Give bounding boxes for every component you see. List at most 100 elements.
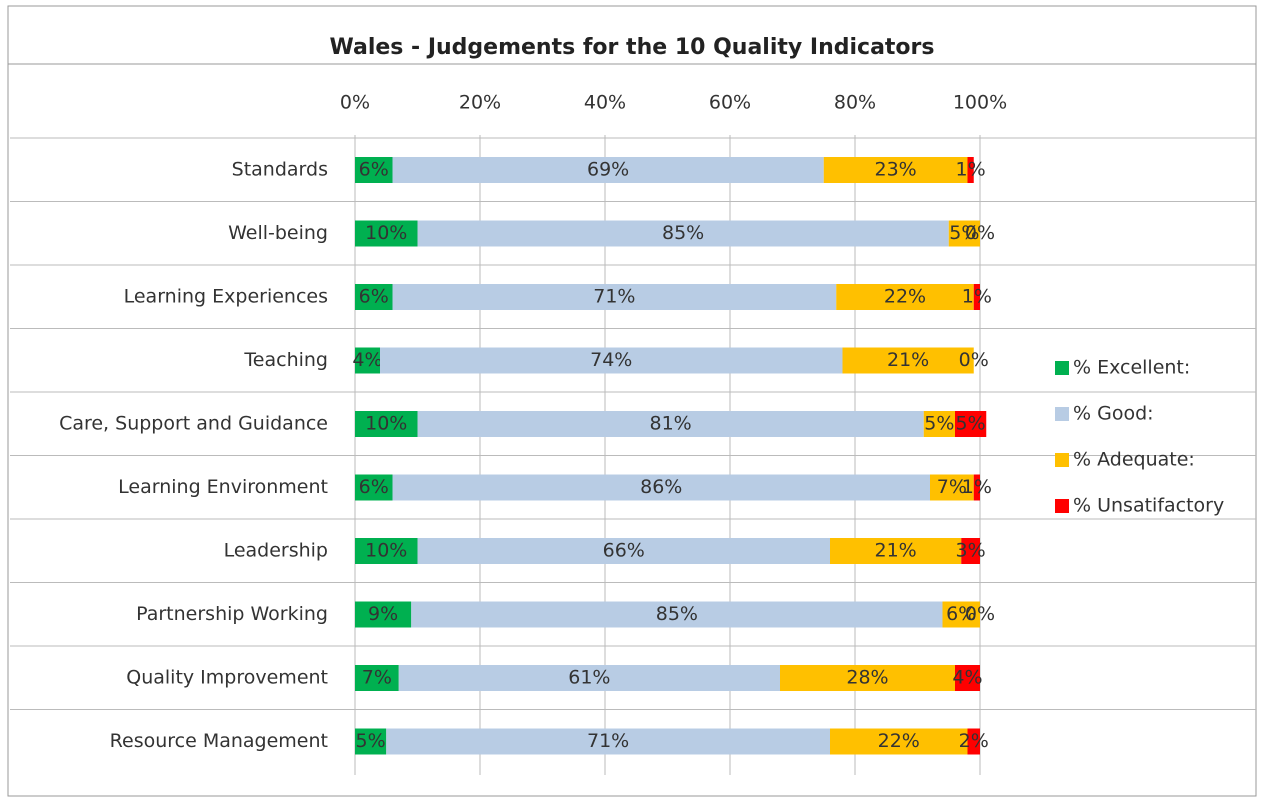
bar-segment (967, 157, 974, 183)
bar-segment (355, 601, 412, 628)
legend-label: % Excellent: (1073, 357, 1190, 379)
bar-segment (942, 601, 980, 628)
y-tick-label: Care, Support and Guidance (59, 413, 328, 435)
bar-segment (823, 157, 968, 183)
data-label: 1% (962, 476, 992, 498)
bar-segment (836, 284, 974, 310)
x-tick-label: 100% (953, 92, 1007, 114)
bar-segment (392, 157, 824, 183)
bar-segment (417, 220, 949, 247)
legend-swatch (1055, 407, 1069, 421)
bar-segment (355, 220, 418, 247)
bar-segment (780, 665, 955, 691)
bar-segment (355, 411, 418, 437)
legend-label: % Good: (1073, 403, 1154, 425)
data-label: 5% (949, 222, 979, 244)
data-label: 4% (952, 667, 982, 689)
data-label: 1% (962, 286, 992, 308)
data-label: 0% (965, 603, 995, 625)
data-label: 0% (959, 349, 989, 371)
bar-segment (392, 284, 837, 310)
bar-segment (923, 411, 955, 437)
bar-segment (386, 728, 830, 755)
bar-segment (417, 411, 924, 437)
data-label: 7% (362, 667, 392, 689)
bar-segment (355, 347, 380, 374)
legend-swatch (1055, 499, 1069, 513)
data-label: 5% (356, 730, 386, 752)
data-label: 28% (846, 667, 888, 689)
bar-segment (355, 474, 393, 501)
data-label: 10% (365, 413, 407, 435)
x-tick-label: 60% (709, 92, 751, 114)
data-label: 86% (640, 476, 682, 498)
bar-segment (355, 728, 387, 755)
data-label: 0% (965, 222, 995, 244)
bar-segment (355, 157, 393, 183)
bar-segment (355, 538, 418, 564)
data-label: 10% (365, 540, 407, 562)
data-label: 69% (587, 159, 629, 181)
bar-segment (967, 728, 980, 755)
data-label: 10% (365, 222, 407, 244)
bar-segment (973, 284, 980, 310)
bar-segment (417, 538, 830, 564)
x-tick-label: 40% (584, 92, 626, 114)
data-label: 5% (924, 413, 954, 435)
x-tick-label: 80% (834, 92, 876, 114)
data-label: 6% (359, 159, 389, 181)
chart-title: Wales - Judgements for the 10 Quality In… (329, 35, 934, 60)
data-label: 6% (359, 286, 389, 308)
data-label: 71% (593, 286, 635, 308)
bar-segment (355, 284, 393, 310)
data-label: 22% (884, 286, 926, 308)
bar-segment (973, 474, 980, 501)
data-label: 21% (887, 349, 929, 371)
y-tick-label: Standards (232, 159, 328, 181)
y-tick-label: Teaching (243, 349, 328, 371)
data-label: 74% (590, 349, 632, 371)
data-label: 9% (368, 603, 398, 625)
data-label: 71% (587, 730, 629, 752)
bar-segment (830, 728, 968, 755)
bar-segment (830, 538, 962, 564)
legend-swatch (1055, 453, 1069, 467)
data-label: 3% (956, 540, 986, 562)
bar-segment (930, 474, 974, 501)
bar-segment (955, 411, 987, 437)
data-label: 21% (875, 540, 917, 562)
data-label: 22% (878, 730, 920, 752)
bar-segment (380, 347, 843, 374)
y-tick-label: Well-being (228, 222, 328, 244)
y-tick-label: Partnership Working (136, 603, 328, 625)
data-label: 6% (946, 603, 976, 625)
data-label: 6% (359, 476, 389, 498)
bar-segment (948, 220, 980, 247)
data-label: 85% (656, 603, 698, 625)
x-tick-label: 0% (340, 92, 370, 114)
legend-swatch (1055, 361, 1069, 375)
data-label: 4% (352, 349, 382, 371)
bar-segment (411, 601, 943, 628)
y-tick-label: Resource Management (110, 730, 328, 752)
data-label: 81% (650, 413, 692, 435)
data-label: 2% (959, 730, 989, 752)
y-tick-label: Leadership (224, 540, 328, 562)
data-label: 7% (937, 476, 967, 498)
bar-segment (392, 474, 930, 501)
legend-label: % Unsatifactory (1073, 495, 1224, 517)
bar-segment (961, 538, 980, 564)
data-label: 85% (662, 222, 704, 244)
data-label: 66% (603, 540, 645, 562)
data-label: 1% (956, 159, 986, 181)
y-tick-label: Learning Experiences (124, 286, 328, 308)
bar-segment (955, 665, 980, 691)
y-tick-label: Learning Environment (118, 476, 328, 498)
bar-segment (398, 665, 780, 691)
bar-segment (842, 347, 974, 374)
bar-segment (355, 665, 399, 691)
data-label: 61% (568, 667, 610, 689)
data-label: 23% (875, 159, 917, 181)
y-tick-label: Quality Improvement (126, 667, 328, 689)
